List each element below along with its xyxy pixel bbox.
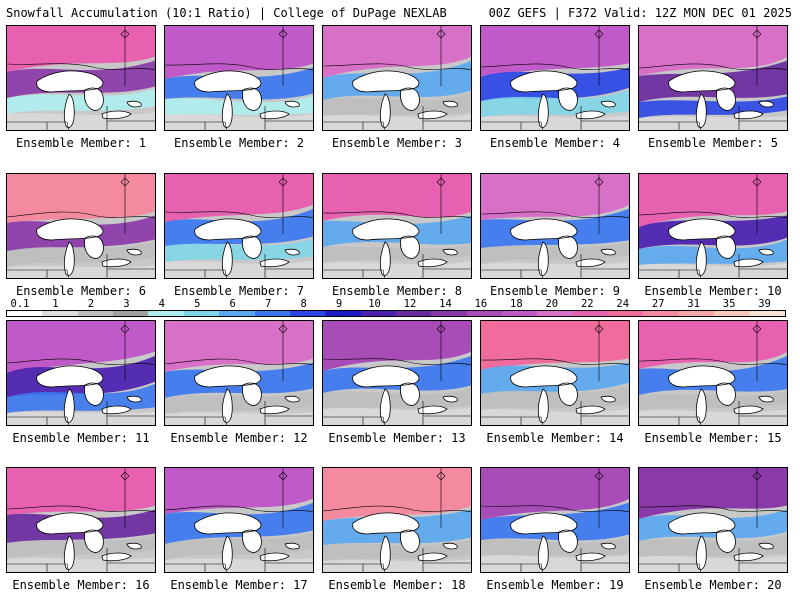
ensemble-member-label: Ensemble Member: 5	[647, 136, 779, 150]
legend-label: 12	[403, 298, 417, 310]
snowfall-legend: 0.1 1 2 3 4 5 6 7 8 9 10 12 14 16 18 20 22 24 27 31 35 39	[6, 298, 794, 318]
legend-swatch	[183, 311, 220, 316]
ensemble-map-12	[164, 320, 314, 426]
legend-swatch	[537, 311, 573, 316]
ensemble-member-label: Ensemble Member: 4	[489, 136, 621, 150]
legend-label: 16	[474, 298, 488, 310]
ensemble-member-label: Ensemble Member: 3	[331, 136, 463, 150]
legend-label: 7	[265, 298, 272, 310]
legend-labels: 0.1 1 2 3 4 5 6 7 8 9 10 12 14 16 18 20 22 24 27 31 35 39	[6, 298, 794, 310]
ensemble-map-3	[322, 25, 472, 131]
legend-swatch	[325, 311, 361, 316]
ensemble-map-20	[638, 467, 788, 573]
legend-label: 24	[616, 298, 630, 310]
ensemble-map-13	[322, 320, 472, 426]
legend-label: 8	[300, 298, 307, 310]
legend-label: 22	[580, 298, 594, 310]
legend-label: 27	[651, 298, 665, 310]
model-run-info: 00Z GEFS | F372 Valid: 12Z MON DEC 01 20…	[488, 6, 792, 20]
legend-swatch	[572, 311, 609, 316]
legend-label: 2	[87, 298, 95, 310]
ensemble-member-label: Ensemble Member: 7	[173, 284, 305, 298]
legend-label: 5	[194, 298, 201, 310]
legend-swatch	[7, 311, 43, 316]
legend-label: 10	[368, 298, 381, 310]
ensemble-member-label: Ensemble Member: 17	[170, 578, 308, 592]
legend-swatch	[431, 311, 467, 316]
ensemble-map-16	[6, 467, 156, 573]
legend-label: 6	[229, 298, 236, 310]
ensemble-member-label: Ensemble Member: 10	[644, 284, 782, 298]
legend-swatch	[360, 311, 396, 316]
legend-swatch	[289, 311, 326, 316]
legend-swatch	[395, 311, 432, 316]
ensemble-member-label: Ensemble Member: 6	[15, 284, 147, 298]
ensemble-member-label: Ensemble Member: 2	[173, 136, 305, 150]
ensemble-member-label: Ensemble Member: 8	[331, 284, 463, 298]
legend-swatch	[678, 311, 715, 316]
legend-swatch	[608, 311, 644, 316]
ensemble-map-2	[164, 25, 314, 131]
ensemble-map-17	[164, 467, 314, 573]
ensemble-map-10	[638, 173, 788, 279]
legend-swatch	[148, 311, 184, 316]
ensemble-map-8	[322, 173, 472, 279]
ensemble-member-label: Ensemble Member: 19	[486, 578, 624, 592]
legend-swatch	[502, 311, 538, 316]
legend-label: 35	[722, 298, 736, 310]
ensemble-member-label: Ensemble Member: 18	[328, 578, 466, 592]
ensemble-member-label: Ensemble Member: 15	[644, 431, 782, 445]
ensemble-map-11	[6, 320, 156, 426]
legend-label: 39	[758, 298, 771, 310]
ensemble-map-18	[322, 467, 472, 573]
ensemble-map-19	[480, 467, 630, 573]
legend-label: 18	[510, 298, 523, 310]
ensemble-member-label: Ensemble Member: 16	[12, 578, 150, 592]
ensemble-member-label: Ensemble Member: 11	[12, 431, 150, 445]
legend-swatch	[466, 311, 503, 316]
legend-swatch	[77, 311, 114, 316]
legend-label: 31	[687, 298, 700, 310]
legend-color-bar	[6, 310, 786, 317]
page-title: Snowfall Accumulation (10:1 Ratio) | Col…	[6, 6, 447, 20]
legend-swatch	[749, 311, 785, 316]
legend-swatch	[42, 311, 78, 316]
legend-label: 4	[158, 298, 165, 310]
legend-swatch	[643, 311, 679, 316]
ensemble-member-label: Ensemble Member: 13	[328, 431, 466, 445]
legend-label: 1	[52, 298, 59, 310]
ensemble-map-14	[480, 320, 630, 426]
ensemble-map-4	[480, 25, 630, 131]
ensemble-member-label: Ensemble Member: 20	[644, 578, 782, 592]
legend-swatch	[219, 311, 255, 316]
ensemble-map-7	[164, 173, 314, 279]
ensemble-member-label: Ensemble Member: 1	[15, 136, 147, 150]
ensemble-member-label: Ensemble Member: 12	[170, 431, 308, 445]
legend-swatch	[714, 311, 750, 316]
legend-label: 14	[439, 298, 452, 310]
legend-label: 0.1	[10, 298, 30, 310]
ensemble-map-9	[480, 173, 630, 279]
legend-label: 9	[335, 298, 343, 310]
ensemble-map-1	[6, 25, 156, 131]
ensemble-member-label: Ensemble Member: 14	[486, 431, 624, 445]
legend-swatch	[113, 311, 149, 316]
ensemble-map-6	[6, 173, 156, 279]
legend-swatch	[254, 311, 290, 316]
legend-label: 3	[123, 298, 130, 310]
legend-label: 20	[545, 298, 559, 310]
ensemble-map-5	[638, 25, 788, 131]
ensemble-member-label: Ensemble Member: 9	[489, 284, 621, 298]
ensemble-map-15	[638, 320, 788, 426]
